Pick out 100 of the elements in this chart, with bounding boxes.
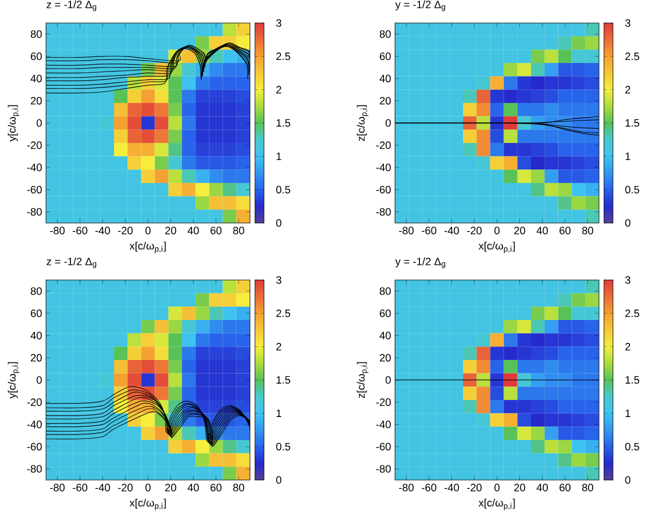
- y-tick-label: 40: [30, 74, 42, 82]
- y-tick-label: 0: [386, 119, 391, 127]
- y-tick-label: -20: [27, 398, 42, 406]
- x-tick-label: -20: [118, 484, 133, 492]
- x-axis-title: x[c/ω$_{p,i}$]: [130, 242, 166, 254]
- x-tick-label: 0: [494, 484, 500, 492]
- color-bar-label: 1.5: [626, 376, 640, 384]
- x-tick-label: -60: [72, 484, 88, 492]
- x-tick-label: 40: [536, 484, 548, 492]
- color-bar-label: 1.5: [276, 376, 290, 384]
- y-tick-label: -40: [27, 164, 42, 172]
- x-tick-label: -80: [399, 226, 414, 234]
- x-tick-label: -40: [95, 484, 110, 492]
- x-tick-label: 80: [582, 484, 594, 492]
- y-tick-label: 80: [380, 287, 391, 295]
- y-tick-label: -80: [27, 208, 42, 216]
- y-tick-label: -60: [376, 442, 391, 450]
- y-tick-label: 40: [380, 74, 391, 82]
- color-bar-label: 1: [276, 410, 282, 417]
- color-bar-label: 2: [276, 86, 282, 94]
- chart-title: z = -1/2 Δ$_{g}$: [46, 257, 96, 268]
- color-bar-label: 1: [626, 410, 630, 417]
- y-tick-label: 60: [380, 52, 391, 60]
- x-tick-label: -80: [50, 226, 65, 234]
- x-tick-label: -40: [95, 226, 110, 234]
- x-tick-label: 40: [188, 226, 199, 234]
- y-axis-title: z[c/ω$_{p,i}$]: [356, 362, 368, 398]
- x-tick-label: -80: [50, 484, 65, 492]
- color-bar-label: 0: [276, 219, 282, 227]
- x-tick-label: 60: [560, 226, 571, 234]
- color-bar-label: 3: [625, 276, 630, 284]
- x-tick-label: 20: [514, 226, 526, 234]
- x-tick-label: -20: [467, 484, 482, 492]
- color-bar-label: 2.5: [625, 310, 640, 318]
- x-tick-label: 40: [188, 484, 199, 492]
- x-tick-label: 60: [210, 484, 222, 492]
- y-tick-label: 0: [36, 119, 42, 127]
- x-tick-label: 0: [145, 484, 151, 492]
- y-tick-label: -20: [376, 398, 391, 406]
- y-tick-label: 0: [36, 376, 42, 384]
- y-tick-label: 20: [30, 354, 42, 362]
- color-bar-label: 1.5: [276, 119, 290, 127]
- y-tick-label: -40: [376, 420, 391, 428]
- y-axis-title: y[c/ω$_{p,i}$]: [8, 105, 20, 142]
- x-tick-label: -60: [422, 226, 436, 234]
- y-tick-label: -20: [376, 141, 391, 149]
- x-tick-label: -80: [399, 484, 414, 492]
- x-axis-title: x[c/ω$_{p,i}$]: [478, 498, 515, 510]
- x-axis-title: x[c/ω$_{p,i}$]: [478, 242, 515, 254]
- y-tick-label: -40: [27, 420, 42, 428]
- x-tick-label: 80: [582, 226, 594, 234]
- color-bar-label: 0.5: [276, 442, 290, 450]
- y-tick-label: -20: [27, 141, 42, 149]
- y-tick-label: -80: [376, 208, 391, 216]
- x-tick-label: -40: [444, 226, 459, 234]
- color-bar-label: 2.5: [276, 52, 290, 60]
- color-bar-label: 1: [276, 152, 282, 160]
- y-tick-label: 80: [380, 30, 391, 38]
- x-tick-label: 20: [514, 484, 526, 492]
- x-tick-label: -20: [467, 226, 482, 234]
- color-bar-label: 1: [626, 152, 630, 160]
- y-axis-title: y[c/ω$_{p,i}$]: [8, 362, 20, 398]
- y-tick-label: -60: [376, 186, 391, 194]
- x-tick-label: -60: [72, 226, 88, 234]
- y-tick-label: 20: [30, 96, 42, 105]
- y-tick-label: 80: [30, 30, 42, 38]
- x-tick-label: -40: [444, 484, 459, 492]
- color-bar-label: 0.5: [625, 186, 640, 194]
- y-tick-label: -80: [376, 465, 391, 473]
- color-bar-label: 2: [276, 342, 282, 350]
- color-bar-label: 2: [625, 342, 630, 350]
- y-tick-label: 80: [30, 287, 42, 295]
- color-bar-label: 1.5: [626, 119, 640, 127]
- x-tick-label: -60: [422, 484, 436, 492]
- y-tick-label: 0: [386, 376, 391, 384]
- y-tick-label: 60: [30, 52, 42, 60]
- y-axis-title: z[c/ω$_{p,i}$]: [356, 105, 368, 142]
- color-bar-label: 0: [625, 476, 630, 484]
- chart-title: z = -1/2 Δ$_{g}$: [46, 0, 96, 12]
- x-tick-label: 60: [210, 226, 222, 234]
- y-tick-label: 20: [380, 354, 391, 362]
- x-tick-label: 0: [494, 226, 500, 234]
- y-tick-label: 60: [30, 310, 42, 318]
- x-tick-label: 80: [233, 484, 244, 492]
- color-bar-label: 3: [625, 19, 630, 27]
- x-tick-label: 20: [165, 226, 176, 234]
- y-tick-label: 40: [380, 332, 391, 340]
- x-tick-label: 20: [165, 484, 176, 492]
- color-bar-label: 2: [625, 86, 630, 94]
- y-tick-label: 20: [380, 96, 391, 105]
- y-tick-label: -60: [27, 442, 42, 450]
- chart-title: y = -1/2 Δ$_{g}$: [395, 257, 446, 268]
- x-tick-label: 0: [145, 226, 151, 234]
- x-tick-label: 80: [233, 226, 244, 234]
- color-bar-label: 3: [276, 19, 282, 27]
- color-bar-label: 0: [276, 476, 282, 484]
- y-tick-label: -40: [376, 164, 391, 172]
- y-tick-label: -80: [27, 465, 42, 473]
- y-tick-label: -60: [27, 186, 42, 194]
- x-tick-label: 40: [536, 226, 548, 234]
